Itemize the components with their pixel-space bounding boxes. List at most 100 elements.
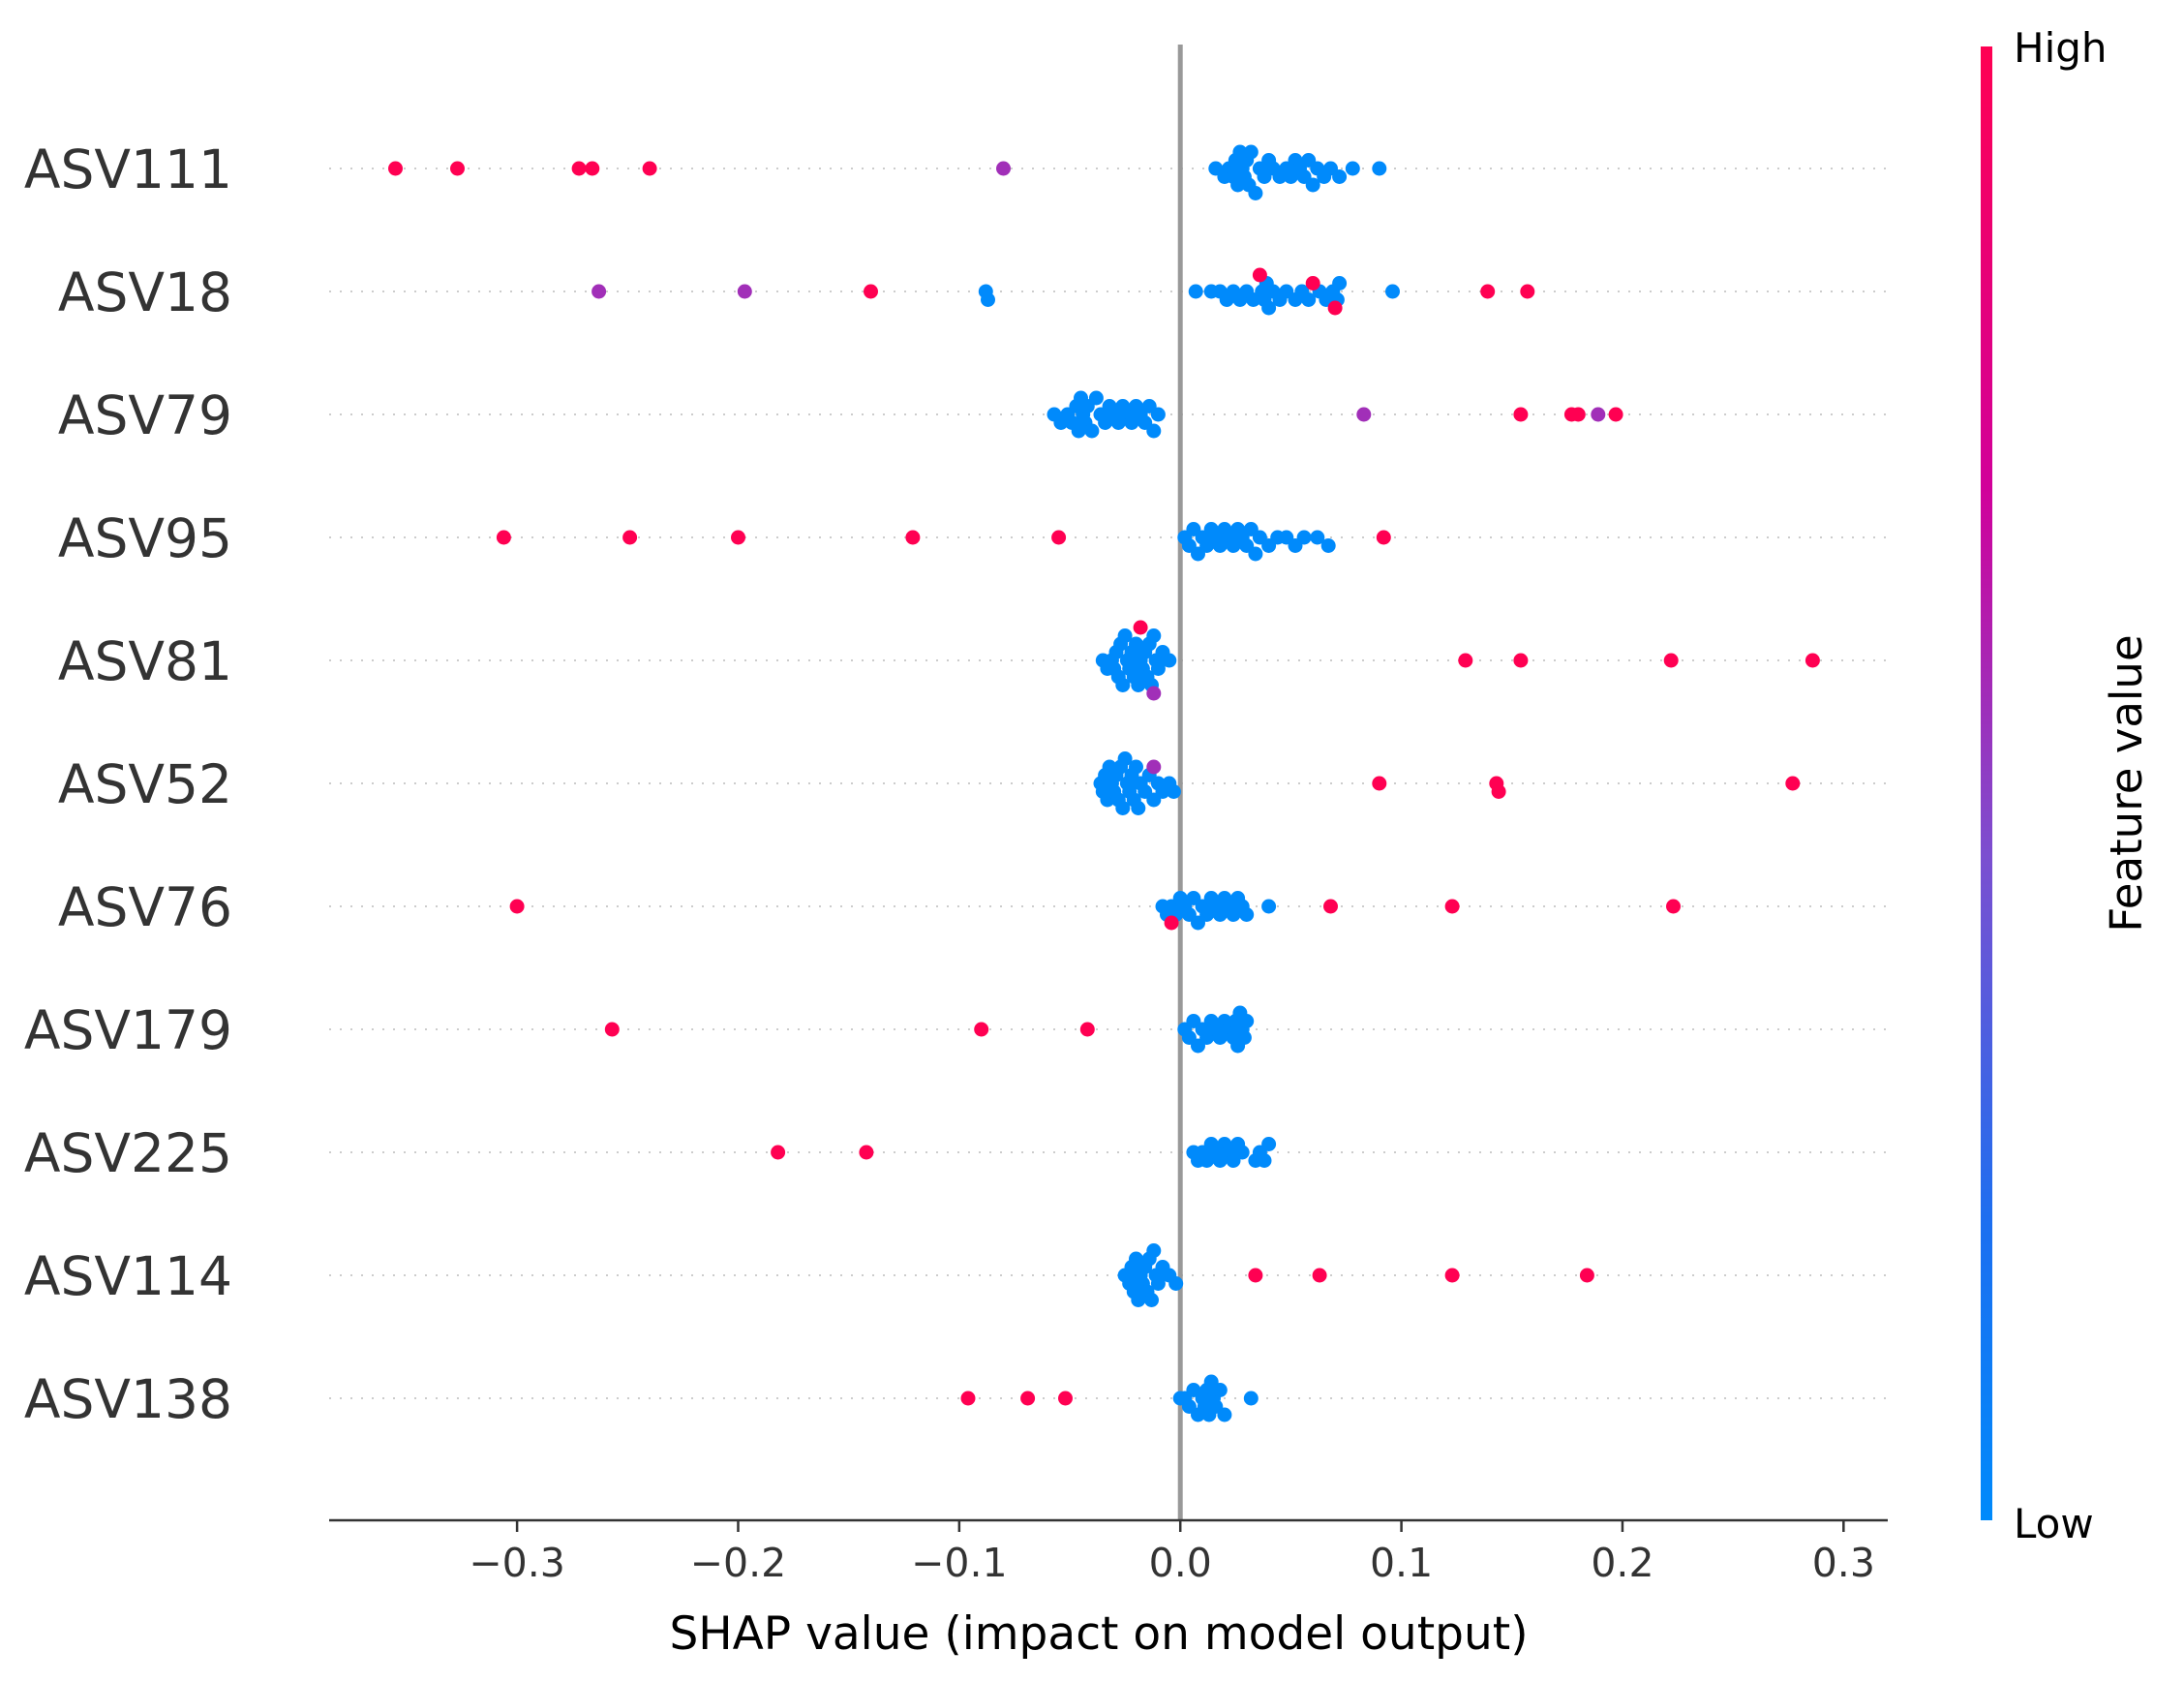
feature-label: ASV81: [58, 630, 232, 692]
data-point: [509, 899, 525, 914]
data-point: [1146, 423, 1162, 439]
x-axis: −0.3 −0.2 −0.1 0.0 0.1 0.2 0.3 SHAP value (imp…: [329, 1518, 1888, 1661]
data-point: [496, 530, 511, 545]
data-point: [1385, 284, 1400, 299]
data-point: [1252, 267, 1267, 283]
data-point: [1236, 1030, 1252, 1045]
data-point: [1051, 530, 1067, 545]
data-point: [1150, 407, 1166, 422]
data-point: [1327, 300, 1343, 316]
data-point: [1305, 276, 1320, 291]
data-point: [622, 530, 638, 545]
data-point: [604, 1022, 620, 1037]
data-point: [1131, 801, 1146, 815]
data-point: [1146, 628, 1162, 643]
feature-label: ASV179: [24, 999, 232, 1061]
data-point: [1520, 284, 1535, 299]
data-point: [1261, 899, 1277, 914]
data-point: [1058, 1391, 1073, 1406]
data-point: [1591, 407, 1606, 422]
data-point: [1212, 1383, 1228, 1397]
data-points: [388, 144, 1820, 1422]
data-point: [1312, 1268, 1327, 1283]
data-point: [1239, 907, 1255, 922]
feature-label: ASV138: [24, 1368, 232, 1430]
data-point: [1088, 390, 1104, 406]
data-point: [731, 530, 745, 545]
data-point: [1608, 407, 1623, 422]
data-point: [1243, 1391, 1259, 1406]
feature-label: ASV114: [24, 1245, 232, 1307]
data-point: [1320, 538, 1336, 553]
data-point: [1115, 801, 1131, 815]
data-point: [1234, 1145, 1250, 1160]
data-point: [1491, 784, 1506, 799]
data-point: [771, 1145, 786, 1160]
data-point: [905, 530, 921, 545]
data-point: [1168, 1276, 1184, 1291]
data-point: [981, 292, 995, 307]
data-point: [1150, 1276, 1166, 1291]
x-axis-title: SHAP value (impact on model output): [669, 1607, 1528, 1661]
x-tick-label: −0.1: [911, 1540, 1008, 1586]
data-point: [1296, 530, 1312, 545]
feature-label: ASV76: [58, 876, 232, 938]
feature-label: ASV225: [24, 1122, 232, 1184]
data-point: [1261, 300, 1277, 316]
x-tick-label: −0.3: [469, 1540, 565, 1586]
data-point: [1164, 915, 1179, 931]
data-point: [1261, 1137, 1277, 1151]
x-tick-label: −0.2: [690, 1540, 787, 1586]
feature-label: ASV111: [24, 138, 232, 200]
data-point: [1133, 620, 1148, 635]
data-point: [1332, 169, 1348, 184]
feature-label: ASV79: [58, 384, 232, 446]
data-point: [1570, 407, 1586, 422]
data-point: [1144, 1293, 1159, 1307]
data-point: [1115, 678, 1131, 692]
data-point: [1372, 776, 1387, 791]
data-point: [1579, 1268, 1594, 1283]
data-point: [996, 161, 1011, 176]
data-point: [1372, 161, 1387, 176]
x-tick-label: 0.0: [1149, 1540, 1212, 1586]
data-point: [1248, 186, 1263, 200]
data-point: [1239, 1014, 1255, 1028]
data-point: [1785, 776, 1801, 791]
data-point: [1243, 144, 1259, 160]
data-point: [1146, 686, 1162, 701]
data-point: [1663, 653, 1679, 668]
data-point: [1188, 284, 1203, 299]
data-point: [1805, 653, 1820, 668]
data-point: [960, 1391, 976, 1406]
data-point: [1117, 751, 1133, 766]
data-point: [1301, 292, 1317, 307]
data-point: [1146, 759, 1162, 775]
data-point: [585, 161, 600, 176]
data-point: [592, 284, 607, 299]
data-point: [1129, 759, 1143, 775]
data-point: [1305, 177, 1320, 193]
data-point: [1356, 407, 1372, 422]
data-point: [571, 161, 587, 176]
colorbar: High Low Feature value: [1981, 24, 2152, 1547]
data-point: [1513, 407, 1529, 422]
colorbar-gradient: [1981, 46, 1992, 1520]
data-point: [1084, 423, 1100, 439]
data-point: [388, 161, 403, 176]
data-point: [1666, 899, 1681, 914]
data-point: [974, 1022, 989, 1037]
data-point: [642, 161, 657, 176]
data-point: [1332, 276, 1348, 291]
colorbar-low-label: Low: [2014, 1500, 2094, 1547]
data-point: [1117, 628, 1133, 643]
data-point: [1345, 161, 1360, 176]
data-point: [1079, 1022, 1095, 1037]
data-point: [864, 284, 878, 299]
data-point: [1376, 530, 1391, 545]
data-point: [1480, 284, 1496, 299]
colorbar-title: Feature value: [2101, 634, 2152, 932]
feature-label: ASV18: [58, 261, 232, 323]
data-point: [1323, 899, 1338, 914]
